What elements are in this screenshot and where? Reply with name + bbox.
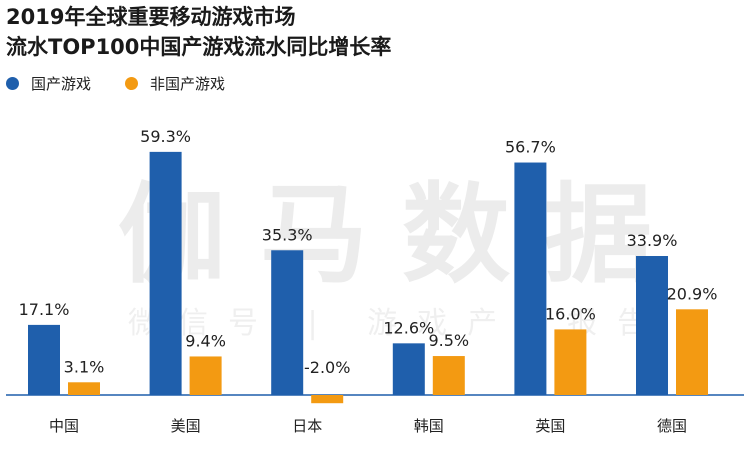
bar-foreign-3 [432,356,465,395]
chart-title-line-1: 2019年全球重要移动游戏市场 [6,5,296,29]
chart-legend: 国产游戏 非国产游戏 [6,72,259,94]
bar-domestic-3 [392,343,425,395]
bar-domestic-1 [149,151,182,395]
x-tick-label-2: 日本 [292,417,322,435]
legend-swatch-foreign [125,76,139,90]
x-tick-label-4: 英国 [535,417,565,435]
x-tick-label-5: 德国 [657,417,687,435]
data-label-domestic-4: 56.7% [505,138,556,157]
bar-foreign-1 [189,356,222,395]
data-label-foreign-2: -2.0% [304,358,350,377]
data-label-domestic-1: 59.3% [140,127,191,146]
bar-domestic-4 [514,162,547,395]
watermark-logo-text: 伽马数据 [118,173,687,298]
x-tick-label-3: 韩国 [414,417,444,435]
chart-title: 2019年全球重要移动游戏市场 流水TOP100中国产游戏流水同比增长率 [6,2,391,62]
bar-foreign-0 [68,382,100,395]
x-tick-label-0: 中国 [49,417,79,435]
legend-item-domestic: 国产游戏 [6,73,91,94]
bar-domestic-5 [636,256,668,395]
data-label-foreign-4: 16.0% [545,304,596,323]
bar-domestic-2 [271,250,304,395]
legend-item-foreign: 非国产游戏 [125,73,225,94]
legend-label-foreign: 非国产游戏 [150,74,226,93]
data-label-foreign-1: 9.4% [185,331,226,350]
data-label-domestic-2: 35.3% [262,225,313,244]
bar-foreign-2 [311,395,344,404]
data-label-domestic-5: 33.9% [627,231,678,250]
chart-title-line-2: 流水TOP100中国产游戏流水同比增长率 [6,35,392,59]
data-label-domestic-0: 17.1% [19,300,70,319]
bar-foreign-4 [554,329,587,395]
data-label-foreign-5: 20.9% [667,284,718,303]
data-label-foreign-3: 9.5% [428,331,469,350]
legend-swatch-domestic [6,76,19,90]
bar-domestic-0 [28,324,60,395]
data-label-domestic-3: 12.6% [383,318,434,337]
x-tick-label-1: 美国 [171,417,201,435]
legend-label-domestic: 国产游戏 [31,74,92,93]
data-label-foreign-0: 3.1% [64,357,105,376]
bar-foreign-5 [676,309,708,395]
